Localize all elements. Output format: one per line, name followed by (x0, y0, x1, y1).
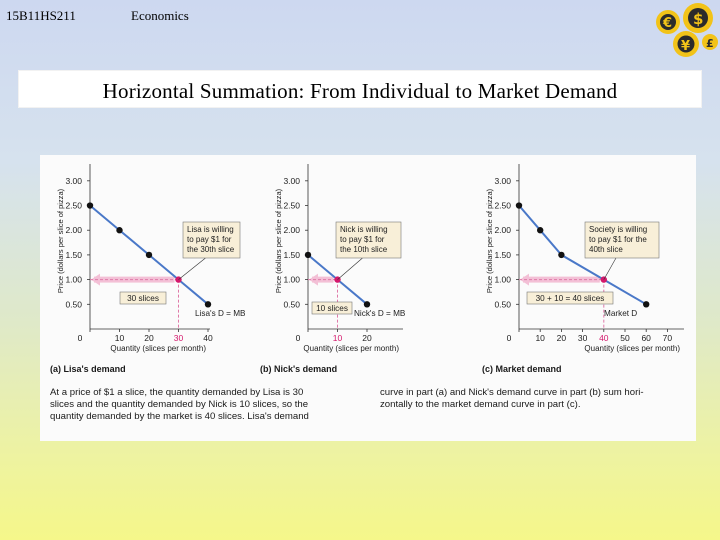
y-axis-label: Price (dollars per slice of pizza) (56, 188, 65, 293)
svg-text:£: £ (706, 37, 714, 50)
y-tick-label: 3.00 (494, 176, 511, 186)
y-tick-label: 2.50 (65, 201, 82, 211)
slide-title: Horizontal Summation: From Individual to… (18, 70, 702, 108)
svg-text:€: € (662, 16, 672, 31)
callout-text: the 10th slice (340, 245, 388, 254)
x-tick-label: 0 (507, 333, 512, 343)
x-tick-label: 0 (296, 333, 301, 343)
demand-point (515, 202, 523, 209)
callout-text: to pay $1 for the (589, 235, 647, 244)
x-tick-label: 10 (115, 333, 125, 343)
demand-point (116, 227, 123, 234)
price-arrow-shaft (94, 276, 175, 283)
x-axis-label: Quantity (slices per month) (584, 344, 680, 353)
explanation-line: At a price of $1 a slice, the quantity d… (50, 387, 304, 398)
course-code: 15B11HS211 (6, 8, 76, 23)
price-arrow-shaft (312, 276, 334, 283)
x-tick-label: 30 (578, 333, 588, 343)
explanation-line: zontally to the market demand curve in p… (380, 399, 581, 410)
callout-pointer (337, 257, 363, 280)
quantity-label-box (311, 301, 353, 315)
y-tick-label: 0.50 (283, 299, 300, 309)
explanation-line: slices and the quantity demanded by Nick… (50, 399, 309, 410)
y-tick-label: 1.00 (65, 275, 82, 285)
callout-text: Lisa is willing (187, 225, 234, 234)
currency-gears-logo: $ € ¥ £ (656, 3, 718, 57)
callout-text: Nick is willing (340, 225, 388, 234)
x-tick-label: 0 (78, 333, 83, 343)
y-tick-label: 2.00 (65, 225, 82, 235)
y-tick-label: 3.00 (65, 176, 82, 186)
y-tick-label: 2.50 (283, 201, 300, 211)
callout-text: 40th slice (589, 245, 623, 254)
subject-label: Economics (131, 8, 189, 23)
x-tick-label: 20 (557, 333, 567, 343)
demand-point (558, 251, 565, 259)
demand-point (204, 301, 212, 308)
explanation-left: At a price of $1 a slice, the quantity d… (50, 387, 309, 423)
explanation-line: curve in part (a) and Nick's demand curv… (380, 387, 644, 398)
x-tick-label: 10 (333, 333, 343, 343)
x-tick-label: 70 (663, 333, 673, 343)
y-tick-label: 2.50 (494, 201, 511, 211)
x-tick-label: 20 (362, 333, 372, 343)
demand-point (86, 202, 94, 209)
callout-text: Society is willing (589, 225, 647, 234)
demand-figure: 3.00 2.50 2.00 1.50 1.00 0.50 0 10 20 30 40 Price (… (40, 155, 696, 441)
demand-line-label: Market D (604, 309, 637, 318)
demand-point (643, 301, 650, 308)
y-tick-label: 3.00 (283, 176, 300, 186)
demand-point (363, 301, 371, 308)
y-tick-label: 1.50 (283, 250, 300, 260)
quantity-label: 30 slices (127, 294, 159, 303)
highlight-point (600, 276, 607, 283)
quantity-label-box (526, 291, 614, 305)
demand-point (304, 251, 312, 259)
x-axis-label: Quantity (slices per month) (110, 344, 206, 353)
callout-box (335, 221, 402, 259)
x-tick-label: 10 (535, 333, 545, 343)
callout-pointer (178, 257, 206, 280)
y-tick-label: 2.00 (283, 225, 300, 235)
callout-pointer (603, 257, 617, 280)
quantity-label: 10 slices (316, 304, 348, 313)
svg-text:¥: ¥ (681, 39, 690, 54)
y-axis-label: Price (dollars per slice of pizza) (485, 188, 494, 293)
explanation-line: quantity demanded by the market is 40 sl… (50, 411, 309, 422)
svg-text:$: $ (693, 10, 703, 28)
explanation-right: curve in part (a) and Nick's demand curv… (380, 387, 644, 411)
callout-box (584, 221, 660, 259)
caption-c: (c) Market demand (482, 364, 562, 374)
demand-charts: 3.00 2.50 2.00 1.50 1.00 0.50 0 10 20 30 40 Price (… (56, 164, 684, 353)
x-tick-label: 40 (203, 333, 213, 343)
callout-text: to pay $1 for (187, 235, 232, 244)
demand-point (145, 251, 153, 259)
y-tick-label: 0.50 (494, 299, 511, 309)
x-tick-label: 40 (599, 333, 609, 343)
x-tick-label: 60 (641, 333, 651, 343)
y-tick-label: 2.00 (494, 225, 511, 235)
quantity-label: 30 + 10 = 40 slices (536, 294, 605, 303)
x-tick-label: 20 (144, 333, 154, 343)
y-tick-label: 1.50 (494, 250, 511, 260)
demand-line-label: Lisa's D = MB (195, 309, 246, 318)
callout-box (182, 221, 241, 259)
demand-point (537, 227, 544, 234)
x-tick-label: 50 (620, 333, 630, 343)
highlight-point (175, 276, 182, 283)
x-tick-label: 30 (174, 333, 184, 343)
y-axis-label: Price (dollars per slice of pizza) (274, 188, 283, 293)
caption-a: (a) Lisa's demand (50, 364, 126, 374)
x-axis-label: Quantity (slices per month) (303, 344, 399, 353)
y-tick-label: 1.50 (65, 250, 82, 260)
callout-text: to pay $1 for (340, 235, 385, 244)
quantity-label-box (119, 291, 167, 305)
y-tick-label: 1.00 (494, 275, 511, 285)
y-tick-label: 1.00 (283, 275, 300, 285)
callout-text: the 30th slice (187, 245, 235, 254)
demand-line-label: Nick's D = MB (354, 309, 406, 318)
caption-b: (b) Nick's demand (260, 364, 338, 374)
y-tick-label: 0.50 (65, 299, 82, 309)
